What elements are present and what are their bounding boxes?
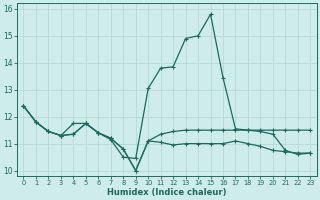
X-axis label: Humidex (Indice chaleur): Humidex (Indice chaleur) (107, 188, 227, 197)
